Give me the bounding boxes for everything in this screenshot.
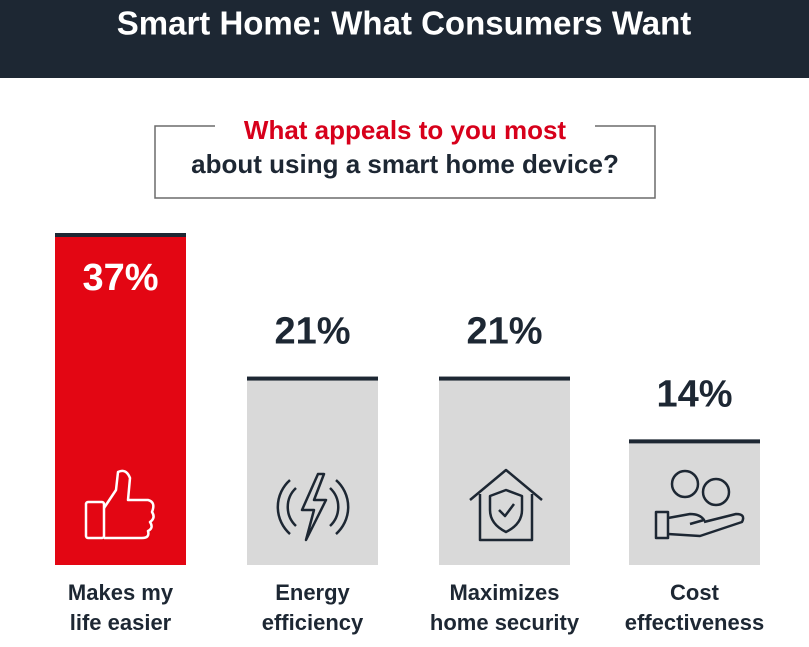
category-label: Energy [275, 580, 350, 605]
category-label: life easier [70, 610, 172, 635]
bar-cap [247, 376, 378, 381]
category-label: home security [430, 610, 580, 635]
bar [55, 233, 186, 565]
cost-icon [654, 469, 745, 540]
value-label: 37% [82, 257, 158, 299]
bars: 37% Makes my life easier 21% Energy efficienc… [55, 233, 764, 635]
bar-cap [629, 439, 760, 444]
security-icon [469, 468, 543, 542]
category-label: effectiveness [625, 610, 764, 635]
category-label: efficiency [262, 610, 364, 635]
energy-icon [276, 472, 350, 542]
bar [247, 376, 378, 565]
thumbs-up-icon [84, 469, 155, 540]
bar-cap [55, 233, 186, 237]
question-frame [154, 125, 656, 199]
bar-cap [439, 376, 570, 381]
bar [629, 439, 760, 565]
value-label: 21% [466, 311, 542, 353]
category-label: Makes my [68, 580, 174, 605]
value-label: 14% [656, 373, 732, 415]
question-line: What appeals to you most [244, 115, 566, 145]
value-label: 21% [274, 311, 350, 353]
question-line: about using a smart home device? [191, 149, 619, 179]
category-label: Cost [670, 580, 720, 605]
chart-title: Smart Home: What Consumers Want [117, 5, 692, 42]
category-label: Maximizes [449, 580, 559, 605]
header-band [0, 0, 809, 78]
